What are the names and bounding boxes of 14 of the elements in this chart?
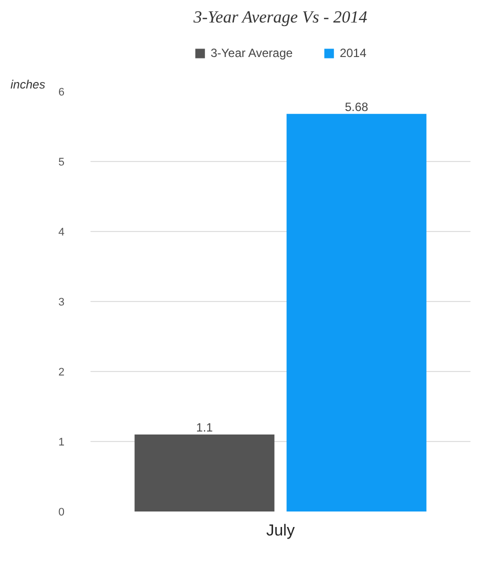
y-axis-title: inches <box>10 78 46 92</box>
y-tick-label: 4 <box>58 226 65 238</box>
legend-label: 3-Year Average <box>210 46 293 60</box>
chart-title: 3-Year Average Vs - 2014 <box>192 8 368 26</box>
legend-label: 2014 <box>340 46 366 60</box>
y-tick-label: 5 <box>58 156 65 168</box>
data-label: 5.68 <box>344 100 369 114</box>
x-tick-label: July <box>266 522 295 540</box>
y-tick-label: 3 <box>58 296 65 308</box>
y-tick-label: 2 <box>58 366 65 378</box>
y-tick-label: 1 <box>58 436 65 448</box>
y-tick-label: 6 <box>58 86 65 98</box>
data-label: 1.1 <box>196 420 214 434</box>
y-tick-label: 0 <box>58 506 65 518</box>
